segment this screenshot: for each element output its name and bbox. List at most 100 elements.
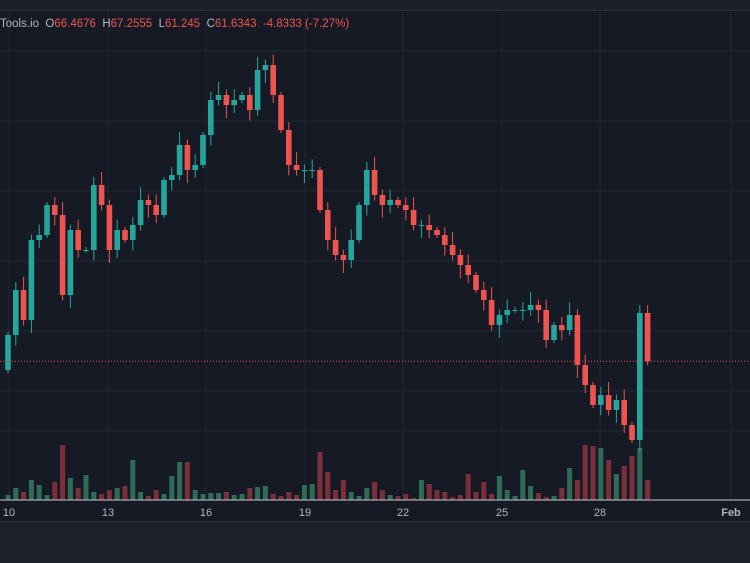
volume-bar — [278, 496, 284, 500]
volume-bar — [450, 497, 456, 500]
volume-bar — [28, 480, 34, 500]
candle-body — [247, 95, 253, 110]
volume-bar — [60, 445, 66, 500]
volume-bar — [44, 495, 50, 500]
candle-body — [410, 210, 417, 225]
candle-body — [20, 290, 27, 320]
volume-bar — [301, 485, 307, 500]
candle-body — [13, 290, 19, 335]
candle-body — [215, 95, 222, 100]
high-label: H — [102, 18, 111, 30]
candle-body — [130, 225, 136, 240]
volume-bar — [145, 496, 151, 500]
candle-body — [535, 305, 542, 310]
candle-body — [153, 205, 159, 215]
volume-bar — [637, 448, 643, 500]
time-axis-label: 25 — [496, 507, 508, 519]
volume-bar — [613, 474, 619, 500]
volume-bar — [543, 497, 549, 500]
volume-bar — [114, 488, 120, 500]
volume-bar — [590, 446, 596, 500]
volume-bar — [13, 488, 19, 500]
candle-body — [176, 145, 183, 175]
volume-bar — [21, 492, 27, 500]
volume-bar — [239, 494, 245, 500]
volume-bar — [481, 482, 487, 500]
candle-body — [543, 310, 549, 340]
candle-body — [293, 165, 300, 170]
candle-body — [200, 135, 206, 165]
candle-body — [442, 235, 448, 245]
time-axis — [0, 501, 750, 521]
candle-body — [325, 210, 331, 240]
volume-bar — [309, 484, 315, 500]
candle-body — [356, 205, 362, 240]
candle-body — [481, 290, 487, 300]
candle-body — [192, 165, 198, 170]
candle-body — [395, 200, 401, 205]
volume-bar — [208, 493, 214, 500]
volume-bar — [512, 496, 518, 500]
candle-body — [605, 395, 612, 410]
ohlc-legend: Tools.io O66.4676 H67.2555 L61.245 C61.6… — [0, 18, 349, 30]
volume-bar — [457, 495, 463, 500]
volume-bar — [403, 494, 409, 500]
candle-body — [114, 230, 120, 250]
candle-body — [239, 95, 245, 100]
volume-bar — [559, 488, 565, 500]
candle-body — [637, 312, 643, 440]
volume-bar — [130, 460, 136, 500]
volume-bar — [255, 487, 261, 500]
volume-bar — [184, 462, 190, 500]
volume-bar — [223, 492, 229, 500]
candle-body — [371, 170, 378, 195]
close-label: C — [206, 18, 215, 30]
candle-body — [28, 240, 35, 320]
candle-body — [457, 255, 464, 265]
candle-body — [379, 195, 386, 205]
volume-bar — [496, 476, 502, 500]
candle-body — [348, 240, 354, 260]
candlestick-chart[interactable]: 10 13 16 19 22 25 28 Feb — [0, 11, 750, 521]
candle-body — [613, 400, 620, 410]
volume-bar — [270, 494, 276, 500]
volume-bar — [317, 452, 323, 500]
volume-bar — [200, 494, 206, 500]
chart-pane[interactable]: 10 13 16 19 22 25 28 Feb — [0, 11, 750, 521]
volume-bar — [348, 492, 354, 500]
candle-body — [551, 325, 557, 340]
volume-bar — [52, 482, 58, 500]
time-axis-label: 19 — [299, 507, 311, 519]
candle-body — [254, 70, 261, 110]
volume-bar — [340, 480, 346, 500]
candle-body — [122, 230, 128, 240]
candle-body — [598, 395, 604, 405]
volume-bar — [75, 488, 81, 500]
volume-bar — [387, 495, 393, 500]
volume-bar — [67, 478, 73, 500]
candle-body — [426, 225, 432, 230]
volume-bar — [247, 488, 253, 500]
candle-body — [364, 170, 370, 205]
candle-body — [590, 385, 596, 405]
volume-bar — [629, 456, 635, 500]
volume-bar — [645, 480, 651, 500]
time-axis-label: 28 — [594, 507, 606, 519]
volume-bar — [504, 490, 510, 500]
candle-body — [208, 100, 214, 135]
volume-bar — [574, 480, 580, 500]
volume-bar — [177, 462, 183, 500]
volume-bar — [161, 494, 167, 500]
candle-body — [340, 255, 347, 260]
candle-body — [434, 230, 440, 235]
candle-body — [36, 235, 42, 240]
time-axis-label: Feb — [721, 507, 741, 519]
volume-bar — [216, 493, 222, 500]
volume-bar — [520, 470, 526, 500]
volume-bar — [582, 445, 588, 500]
volume-bar — [333, 490, 339, 500]
volume-bar — [418, 480, 424, 500]
candle-body — [83, 250, 89, 251]
volume-bar — [169, 476, 175, 500]
candle-body — [520, 310, 526, 311]
